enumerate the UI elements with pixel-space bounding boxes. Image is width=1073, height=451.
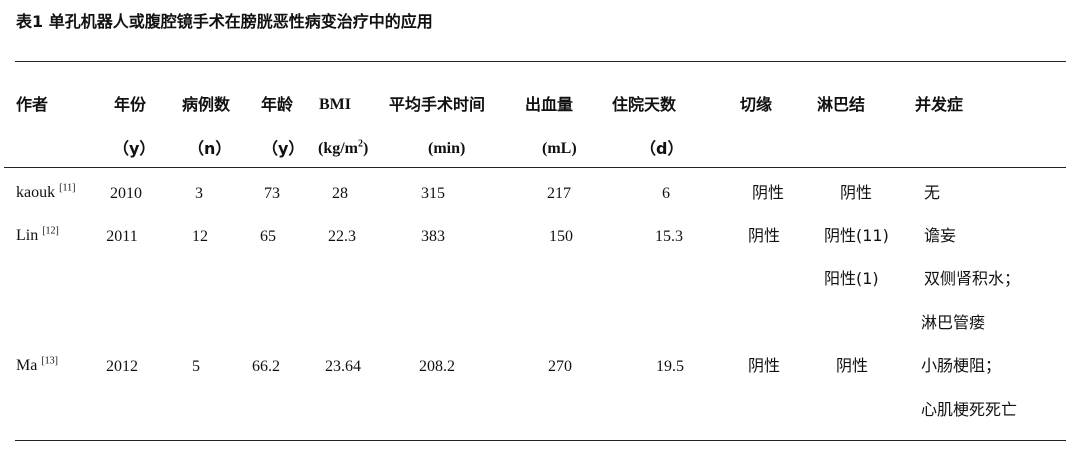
cell-cases: 12 [192,228,208,245]
cell-blood-loss: 270 [548,358,572,375]
cell-year: 2010 [110,185,142,202]
unit-blood-loss: (mL) [542,140,577,157]
header-lymph-node: 淋巴结 [817,95,866,114]
cell-blood-loss: 217 [547,185,571,202]
unit-hospital-stay: （d） [640,139,684,158]
header-rule [4,167,1066,168]
cell-cases: 5 [192,358,200,375]
bottom-rule [15,440,1066,441]
cell-complication: 双侧肾积水； [924,269,1021,288]
header-blood-loss: 出血量 [525,95,574,114]
cell-year: 2011 [106,228,138,245]
cell-complication: 心肌梗死死亡 [921,400,1018,419]
cell-margin: 阴性 [751,183,785,202]
cell-op-time: 315 [421,185,445,202]
cell-age: 65 [260,228,276,245]
cell-year: 2012 [106,358,138,375]
header-year: 年份 [114,95,147,114]
cell-margin: 阴性 [747,356,781,375]
header-op-time: 平均手术时间 [389,95,486,114]
header-complications: 并发症 [915,95,964,114]
cell-bmi: 28 [332,185,348,202]
cell-complication: 谵妄 [924,226,957,245]
unit-bmi: (kg/m2) [318,138,369,157]
cell-complication: 无 [924,183,941,202]
cell-blood-loss: 150 [549,228,573,245]
unit-age: （y） [262,139,305,158]
cell-margin: 阴性 [747,226,781,245]
unit-cases: （n） [188,139,232,158]
header-margin: 切缘 [740,95,773,114]
cell-lymph-node: 阳性(1) [824,269,879,288]
cell-author: Lin [12] [16,225,59,244]
cell-bmi: 22.3 [328,228,356,245]
cell-lymph-node: 阴性(11) [824,226,889,245]
header-age: 年龄 [261,95,294,114]
top-rule [15,61,1066,62]
cell-complication: 淋巴管瘘 [921,313,986,332]
cell-hospital-stay: 6 [662,185,670,202]
cell-op-time: 208.2 [419,358,455,375]
cell-age: 66.2 [252,358,280,375]
unit-op-time: (min) [428,140,466,157]
cell-complication: 小肠梗阻； [921,356,1002,375]
header-bmi: BMI [319,96,351,113]
cell-age: 73 [264,185,280,202]
unit-year: （y） [113,139,156,158]
cell-hospital-stay: 19.5 [656,358,684,375]
cell-hospital-stay: 15.3 [655,228,683,245]
cell-author: kaouk [11] [16,182,76,201]
header-cases: 病例数 [182,95,231,114]
cell-bmi: 23.64 [325,358,361,375]
cell-lymph-node: 阴性 [835,356,869,375]
cell-lymph-node: 阴性 [839,183,873,202]
cell-author: Ma [13] [16,355,58,374]
header-author: 作者 [16,95,49,114]
table-title: 表1 单孔机器人或腹腔镜手术在膀胱恶性病变治疗中的应用 [16,12,433,31]
header-hospital-stay: 住院天数 [612,95,677,114]
cell-op-time: 383 [421,228,445,245]
cell-cases: 3 [195,185,203,202]
